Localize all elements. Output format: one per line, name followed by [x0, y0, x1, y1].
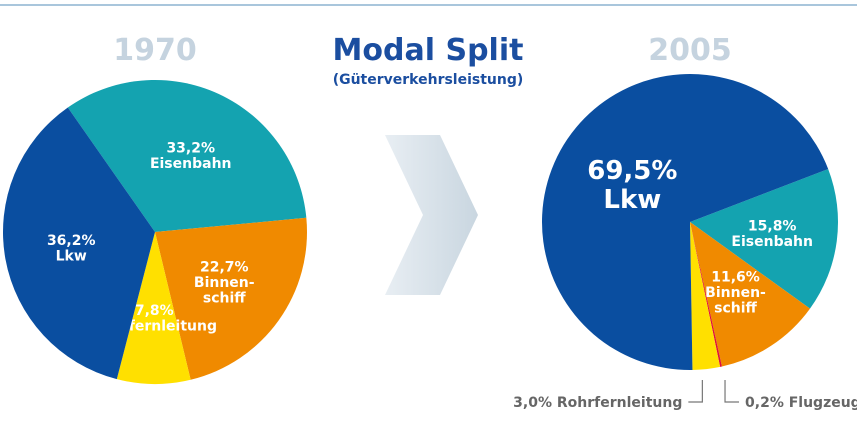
- value-label: 15,8%: [748, 219, 797, 235]
- leader-line: [724, 380, 740, 403]
- pie-title: 1970: [113, 33, 197, 68]
- pie-slice: [2, 107, 155, 380]
- pie-slice: [67, 79, 307, 232]
- value-label: 69,5%: [587, 156, 677, 186]
- outside-label: 0,2% Flugzeug: [745, 395, 857, 411]
- value-label: 3,0%: [513, 395, 552, 411]
- category-label: Rohrfernleitung: [557, 395, 682, 411]
- category-label: Eisenbahn: [150, 156, 232, 172]
- value-label: 7,8%: [135, 303, 174, 319]
- category-label: Lkw: [603, 185, 661, 215]
- category-label: Eisenbahn: [731, 234, 813, 250]
- category-label: Binnen-schiff: [705, 285, 766, 316]
- pie-title: 2005: [648, 33, 732, 68]
- pie-slice: [690, 222, 722, 367]
- leader-line: [688, 380, 703, 403]
- value-label: 36,2%: [47, 233, 96, 249]
- pie-slice: [542, 74, 829, 370]
- category-label: Flugzeug: [789, 395, 857, 411]
- pie-slice: [690, 222, 721, 370]
- outside-label: 3,0% Rohrfernleitung: [513, 395, 682, 411]
- category-label: Lkw: [56, 248, 87, 264]
- pie-slice: [690, 222, 811, 367]
- pie-slice: [690, 168, 838, 309]
- value-label: 11,6%: [711, 269, 760, 285]
- subtitle: (Güterverkehrsleistung): [333, 72, 524, 88]
- category-label: Binnen-schiff: [194, 275, 255, 306]
- value-label: 0,2%: [745, 395, 784, 411]
- value-label: 33,2%: [166, 141, 215, 157]
- pie-slice: [116, 232, 191, 384]
- pie-slice: [155, 217, 307, 380]
- title: Modal Split: [333, 33, 524, 68]
- arrow: [385, 135, 478, 295]
- value-label: 22,7%: [200, 260, 249, 276]
